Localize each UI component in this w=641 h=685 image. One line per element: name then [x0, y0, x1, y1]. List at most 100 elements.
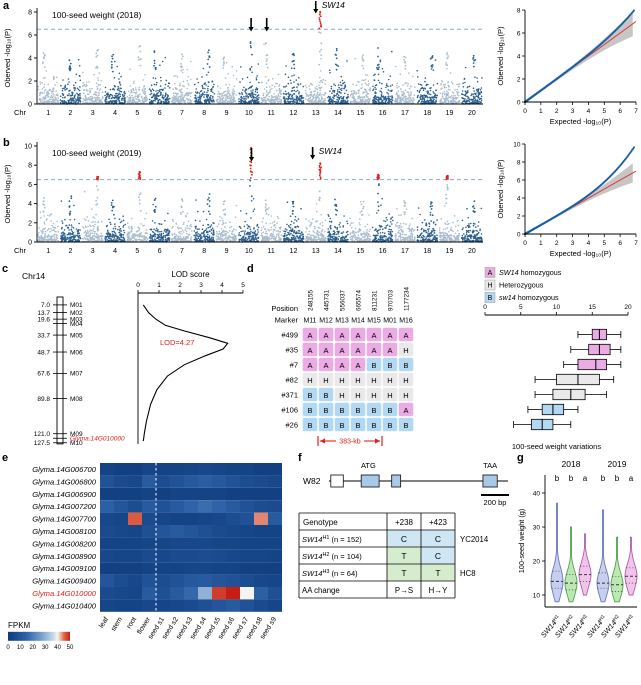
- heatmap-cell: [268, 562, 282, 575]
- legend-label: SW14 homozygous: [499, 268, 562, 277]
- heatmap-cell: [170, 549, 184, 563]
- map-position: 127.5: [34, 440, 51, 447]
- heatmap-cell: [268, 500, 282, 513]
- heatmap-cell: [142, 463, 156, 476]
- box-axis-tick: 10: [553, 304, 561, 311]
- genotype-letter: H: [355, 376, 360, 385]
- genotype-cell: [334, 357, 350, 372]
- strain-label: YC2014: [460, 535, 489, 544]
- heatmap-cell: [240, 500, 254, 513]
- scale-label: 200 bp: [484, 498, 507, 507]
- map-position: 67.6: [37, 371, 50, 378]
- heatmap-cell: [184, 599, 198, 612]
- genotype-letter: A: [355, 346, 360, 355]
- heatmap-cell: [254, 463, 268, 476]
- heatmap-cell: [184, 587, 198, 600]
- genotype-cell: [366, 357, 382, 372]
- position-label: 556037: [340, 289, 347, 311]
- y-tick-label: 4: [28, 201, 32, 208]
- heatmap-cell: [226, 500, 240, 513]
- heatmap-cell: [128, 599, 142, 612]
- heatmap-cell: [198, 549, 212, 563]
- heatmap-cell: [254, 487, 268, 501]
- position-label: 1177234: [404, 286, 411, 311]
- x-axis-label: Expected -log₁₀(P): [550, 249, 612, 258]
- allele-cell: [387, 547, 421, 564]
- x-axis-label: Chr: [14, 246, 27, 255]
- violin: [564, 526, 578, 603]
- genotype-letter: B: [403, 361, 408, 370]
- heatmap-cell: [142, 487, 156, 501]
- heatmap-cell: [128, 525, 142, 538]
- heatmap-cell: [142, 537, 156, 550]
- map-marker: M03: [70, 316, 83, 323]
- chr-tick-label: 2: [68, 248, 72, 255]
- chr-tick-label: 10: [245, 248, 253, 255]
- chr-tick-label: 11: [268, 110, 275, 117]
- chr-tick-label: 3: [91, 110, 95, 117]
- heatmap-cell: [198, 574, 212, 587]
- genotype-letter: H: [403, 391, 408, 400]
- genotype-cell: [334, 417, 350, 432]
- x-axis-label: Expected -log₁₀(P): [550, 117, 612, 126]
- genotype-cell: [398, 387, 414, 402]
- genotype-letter: B: [339, 406, 344, 415]
- exon-box: [482, 474, 498, 488]
- y-tick-label: 0: [517, 99, 521, 106]
- sig-letter: b: [555, 474, 560, 483]
- heatmap-cell: [114, 500, 128, 513]
- genotype-cell: [382, 402, 398, 417]
- allele-cell: [387, 530, 421, 547]
- marker-name: M01: [383, 318, 397, 325]
- heatmap-cell: [212, 537, 226, 550]
- y-tick-label: 8: [28, 163, 32, 170]
- genotype-letter: H: [307, 376, 312, 385]
- heatmap-cell: [184, 549, 198, 563]
- heatmap-cell: [170, 512, 184, 525]
- y-tick-label: 4: [28, 56, 32, 63]
- chr-tick-label: 10: [245, 110, 253, 117]
- x-tick-label: 0: [523, 240, 527, 247]
- heatmap-cell: [240, 475, 254, 488]
- genotype-letter: A: [323, 346, 328, 355]
- heatmap-cell: [128, 587, 142, 600]
- legend-swatch: [484, 267, 496, 278]
- marker-name: M12: [319, 318, 333, 325]
- hap-header: +423: [429, 518, 448, 527]
- heatmap-cell: [114, 463, 128, 476]
- heatmap-cell: [240, 487, 254, 501]
- heatmap-cell: [198, 599, 212, 612]
- violin: [610, 536, 624, 603]
- manhattan-points: [37, 146, 483, 243]
- genotype-letter: A: [355, 361, 360, 370]
- heatmap-cell: [212, 574, 226, 587]
- heatmap-cell: [184, 512, 198, 525]
- lod-curve: [142, 304, 229, 442]
- heatmap-cell: [142, 525, 156, 538]
- genotype-cell: [318, 387, 334, 402]
- y-axis-label: 100-seed weight (g): [517, 509, 526, 574]
- genotype-cell: [334, 342, 350, 357]
- heatmap-cell: [142, 574, 156, 587]
- qq-points: [524, 146, 635, 235]
- y-tick-label: 8: [517, 7, 521, 14]
- allele-letter: T: [401, 551, 406, 561]
- line-label: #371: [281, 391, 298, 400]
- aa-change-label: AA change: [302, 586, 340, 595]
- heatmap-cell: [114, 525, 128, 538]
- heatmap-cell: [100, 487, 114, 501]
- genotype-letter: B: [339, 421, 344, 430]
- heatmap-cell: [100, 549, 114, 563]
- genotype-cell: [382, 342, 398, 357]
- heatmap-cell: [268, 599, 282, 612]
- heatmap-cell: [198, 525, 212, 538]
- heatmap-cell: [128, 487, 142, 501]
- panel-label-a: a: [3, 0, 10, 12]
- heatmap-cell: [142, 599, 156, 612]
- heatmap-cell: [156, 549, 170, 563]
- genotype-cell: [318, 402, 334, 417]
- heatmap-cell: [156, 487, 170, 501]
- gene-label: Glyma.14G007700: [32, 515, 97, 524]
- sig-letter: b: [601, 474, 606, 483]
- genotype-letter: H: [339, 391, 344, 400]
